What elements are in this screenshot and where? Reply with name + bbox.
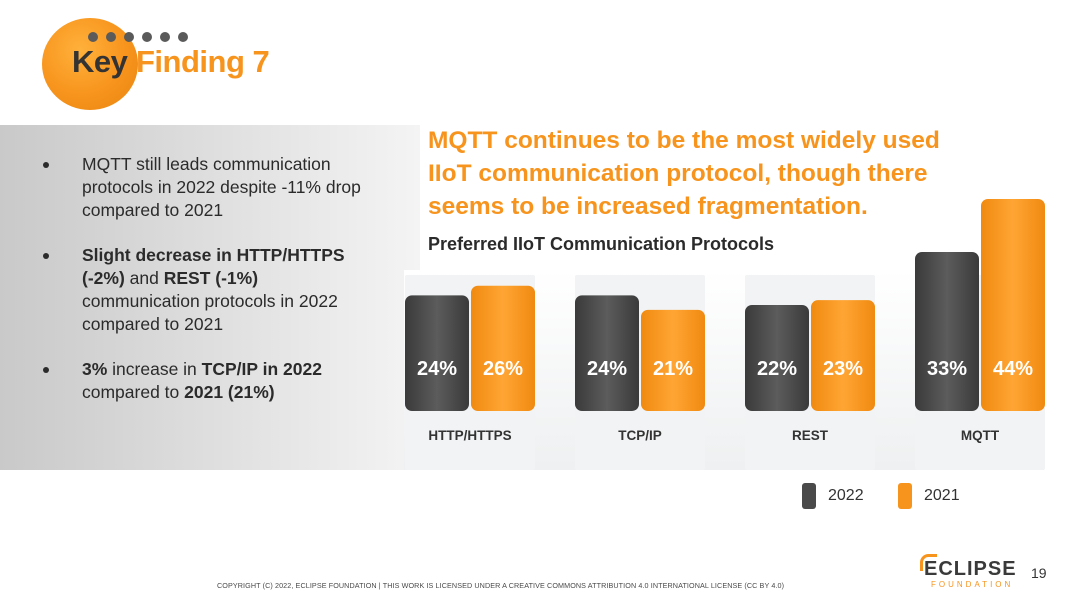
bullet-decrease-bold2: REST (-1%) <box>163 268 259 288</box>
dot <box>178 32 188 42</box>
bar-2021-mqtt <box>981 199 1045 411</box>
category-label: HTTP/HTTPS <box>428 428 511 443</box>
data-label-2021: 26% <box>483 358 523 380</box>
title-key: Key <box>72 44 128 79</box>
legend-2022: 2022 <box>802 483 864 509</box>
bullet-mqtt: MQTT still leads communication protocols… <box>40 153 370 222</box>
bullet-decrease-and: and <box>124 268 164 288</box>
bar-2021-httphttps <box>471 285 535 411</box>
bar-2022-mqtt <box>915 252 979 411</box>
dot <box>142 32 152 42</box>
page-number: 19 <box>1031 565 1047 581</box>
dot <box>124 32 134 42</box>
eclipse-logo-arc <box>920 554 937 571</box>
dot <box>160 32 170 42</box>
bullet-increase-bold2: TCP/IP in 2022 <box>201 359 322 379</box>
bullet-increase-bold1: 3% <box>82 359 108 379</box>
category-label: MQTT <box>961 428 1000 443</box>
category-label: REST <box>792 428 829 443</box>
eclipse-logo-sub: FOUNDATION <box>931 580 1014 589</box>
bullet-increase-bold3: 2021 (21%) <box>184 382 275 402</box>
data-label-2021: 44% <box>993 358 1033 380</box>
bullet-decrease-bold1: Slight decrease in HTTP/HTTPS (-2%) <box>82 245 345 288</box>
bar-2021-tcpip <box>641 309 705 411</box>
data-label-2022: 24% <box>417 358 457 380</box>
bullet-decrease-rest: communication protocols in 2022 compared… <box>82 291 338 334</box>
bullet-increase-mid2: compared to <box>82 382 185 402</box>
eclipse-logo: ECLIPSE <box>924 558 1017 580</box>
legend-label-2022: 2022 <box>828 487 864 504</box>
legend-swatch-2022 <box>802 483 816 509</box>
left-panel <box>0 125 420 470</box>
data-label-2022: 33% <box>927 358 967 380</box>
title-finding: Finding 7 <box>136 44 270 79</box>
bar-2022-rest <box>745 305 809 411</box>
data-label-2021: 23% <box>823 358 863 380</box>
bar-2022-tcpip <box>575 295 639 411</box>
findings-list: MQTT still leads communication protocols… <box>40 153 370 404</box>
dot <box>106 32 116 42</box>
legend-label-2021: 2021 <box>924 487 960 504</box>
bullet-increase: 3% increase in TCP/IP in 2022 compared t… <box>40 358 370 404</box>
category-label: TCP/IP <box>618 428 662 443</box>
data-label-2022: 24% <box>587 358 627 380</box>
headline: MQTT continues to be the most widely use… <box>428 127 940 220</box>
copyright-footer: COPYRIGHT (C) 2022, ECLIPSE FOUNDATION |… <box>217 581 785 590</box>
legend-2021: 2021 <box>898 483 960 509</box>
bar-2022-httphttps <box>405 295 469 411</box>
legend-swatch-2021 <box>898 483 912 509</box>
data-label-2022: 22% <box>757 358 797 380</box>
dot <box>88 32 98 42</box>
chart-title: Preferred IIoT Communication Protocols <box>428 234 775 254</box>
progress-dots <box>88 32 188 42</box>
bullet-increase-mid: increase in <box>107 359 202 379</box>
bar-2021-rest <box>811 300 875 411</box>
bullet-mqtt-text: MQTT still leads communication protocols… <box>82 154 361 220</box>
bullet-decrease: Slight decrease in HTTP/HTTPS (-2%) and … <box>40 244 370 336</box>
data-label-2021: 21% <box>653 358 693 380</box>
